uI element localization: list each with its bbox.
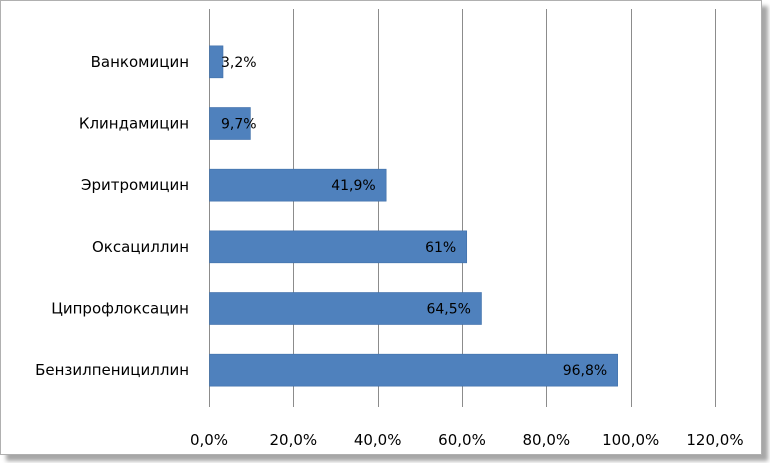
category-label: Ванкомицин bbox=[91, 53, 189, 71]
category-label: Ципрофлоксацин bbox=[51, 300, 189, 318]
category-label: Эритромицин bbox=[81, 176, 189, 194]
chart-frame: Ванкомицин Клиндамицин Эритромицин Оксацилл… bbox=[0, 0, 762, 455]
data-labels: 3,2% 9,7% 41,9% 61% 64,5% 96,8% bbox=[221, 55, 607, 379]
category-label: Бензилпенициллин bbox=[35, 361, 189, 379]
bar bbox=[209, 353, 618, 387]
bar bbox=[209, 45, 224, 79]
data-label: 64,5% bbox=[426, 302, 470, 318]
x-tick-labels: 0,0% 20,0% 40,0% 60,0% 80,0% 100,0% 120,0% bbox=[190, 431, 744, 449]
x-tick-label: 20,0% bbox=[270, 431, 318, 449]
bar bbox=[209, 168, 387, 202]
bars bbox=[209, 45, 618, 387]
bar bbox=[209, 107, 251, 140]
x-tick-label: 80,0% bbox=[523, 431, 571, 449]
data-label: 96,8% bbox=[563, 363, 607, 379]
x-tick-label: 100,0% bbox=[602, 431, 659, 449]
bar bbox=[209, 292, 482, 325]
category-labels: Ванкомицин Клиндамицин Эритромицин Оксацилл… bbox=[35, 53, 189, 379]
x-tick-label: 0,0% bbox=[190, 431, 228, 449]
bar-chart: Ванкомицин Клиндамицин Эритромицин Оксацилл… bbox=[35, 9, 744, 449]
x-tick-label: 60,0% bbox=[438, 431, 486, 449]
x-tick-label: 120,0% bbox=[686, 431, 743, 449]
data-label: 61% bbox=[425, 240, 456, 256]
category-label: Оксациллин bbox=[92, 238, 189, 256]
x-tick-label: 40,0% bbox=[354, 431, 402, 449]
category-label: Клиндамицин bbox=[79, 115, 189, 133]
data-label: 9,7% bbox=[221, 117, 257, 133]
data-label: 3,2% bbox=[221, 55, 257, 71]
data-label: 41,9% bbox=[331, 178, 375, 194]
bar bbox=[209, 230, 468, 264]
gridlines bbox=[209, 9, 716, 407]
